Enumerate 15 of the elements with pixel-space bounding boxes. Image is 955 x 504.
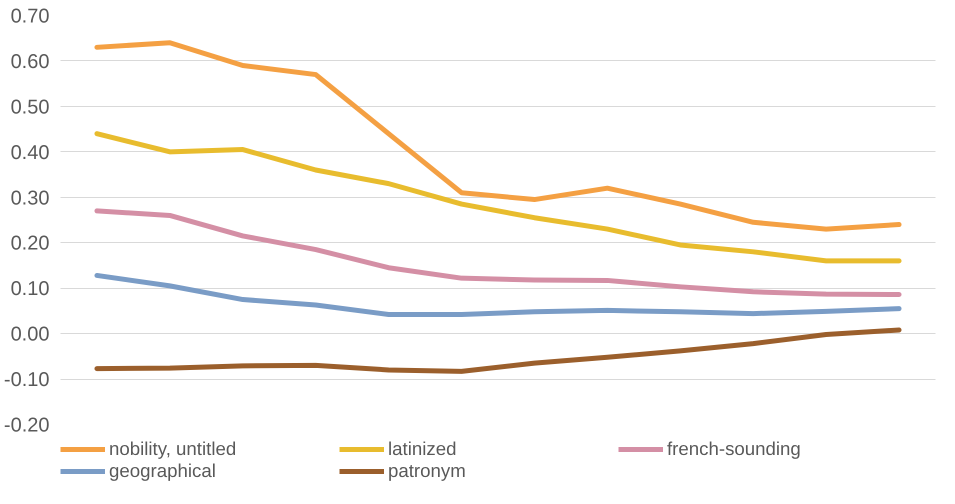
y-tick-label: 0.50 — [10, 96, 50, 118]
y-tick-label: 0.40 — [10, 142, 50, 164]
y-tick-label: 0.60 — [10, 50, 50, 73]
legend-label: geographical — [109, 460, 217, 482]
y-tick-label: 0.20 — [10, 232, 50, 255]
y-tick-label: 0.10 — [10, 278, 50, 300]
legend-label: latinized — [388, 438, 458, 460]
y-tick-label: 0.70 — [10, 6, 50, 28]
y-tick-label: -0.20 — [4, 414, 50, 436]
legend-label: patronym — [388, 460, 467, 482]
y-tick-label: 0.30 — [10, 187, 50, 210]
legend-label: french-sounding — [667, 438, 802, 460]
y-tick-label: 0.00 — [10, 324, 50, 346]
y-tick-label: -0.10 — [4, 369, 50, 392]
legend-label: nobility, untitled — [109, 438, 238, 460]
